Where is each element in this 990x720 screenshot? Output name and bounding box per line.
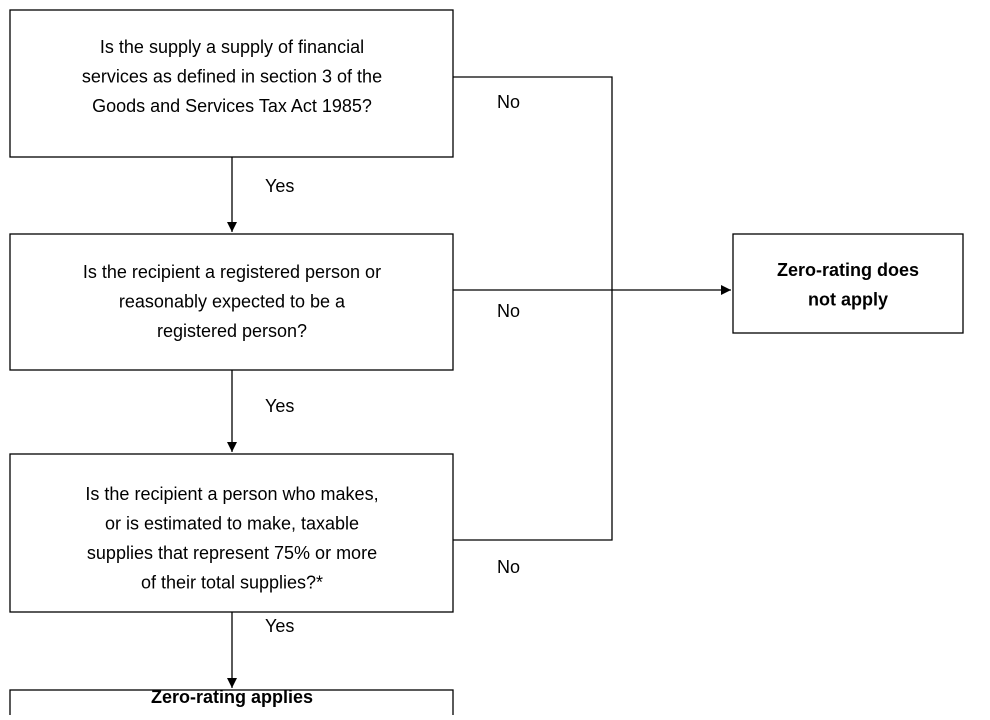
edge-label: No [497,301,520,321]
question-box [9,9,454,158]
connector [453,76,613,541]
node-text: not apply [808,289,888,309]
node-text: Is the recipient a registered person or [83,262,381,282]
edge-label: No [497,557,520,577]
node-text: reasonably expected to be a [119,291,346,311]
node-text: services as defined in section 3 of the [82,66,382,86]
node-text: Zero-rating applies [151,687,313,707]
node-text: registered person? [157,321,307,341]
node-text: of their total supplies?* [141,572,323,592]
node-text: Goods and Services Tax Act 1985? [92,96,372,116]
edge-label: Yes [265,396,294,416]
node-text: or is estimated to make, taxable [105,513,359,533]
node-text: Is the recipient a person who makes, [85,484,378,504]
node-text: Zero-rating does [777,260,919,280]
edge-label: No [497,92,520,112]
result-box [732,233,964,334]
edge-label: Yes [265,176,294,196]
question-box [9,233,454,371]
node-text: supplies that represent 75% or more [87,543,377,563]
question-box [9,453,454,613]
edge-label: Yes [265,616,294,636]
node-text: Is the supply a supply of financial [100,37,364,57]
